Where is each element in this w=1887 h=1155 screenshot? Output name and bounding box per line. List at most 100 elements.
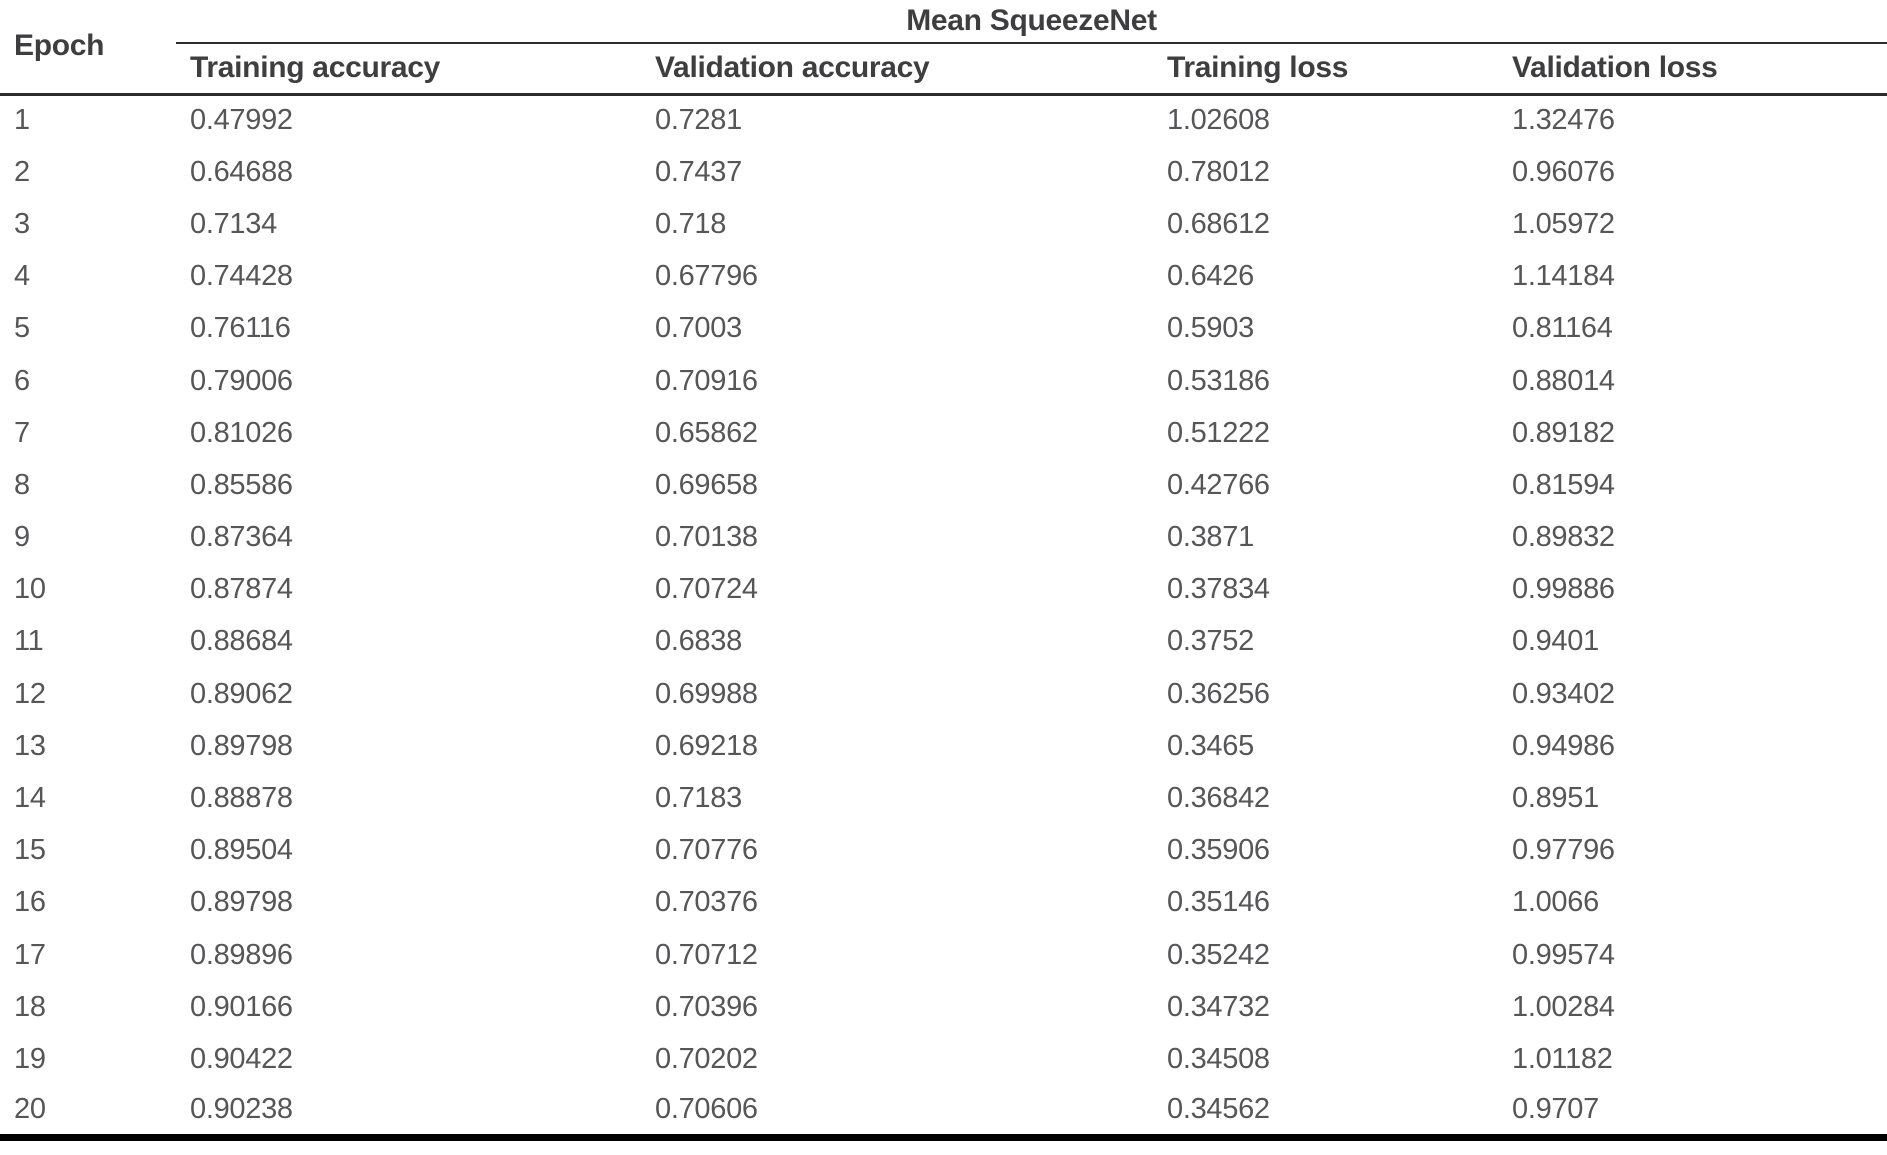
table-row: 12 0.89062 0.69988 0.36256 0.93402 [0,668,1887,720]
validation-loss-cell: 1.01182 [1512,1042,1613,1075]
table-row: 2 0.64688 0.7437 0.78012 0.96076 [0,146,1887,198]
training-accuracy-cell: 0.89896 [190,938,293,971]
training-loss-cell: 0.78012 [1167,155,1270,188]
validation-accuracy-cell: 0.718 [655,207,727,240]
table-row: 10 0.87874 0.70724 0.37834 0.99886 [0,564,1887,616]
validation-accuracy-cell: 0.70202 [655,1042,758,1075]
validation-loss-cell: 0.88014 [1512,364,1615,397]
training-loss-cell: 0.34508 [1167,1042,1270,1075]
table-row: 3 0.7134 0.718 0.68612 1.05972 [0,198,1887,250]
training-accuracy-cell: 0.88878 [190,782,293,815]
training-loss-cell: 0.3752 [1167,625,1254,658]
training-loss-cell: 0.3871 [1167,521,1254,554]
validation-accuracy-cell: 0.7281 [655,104,742,137]
training-accuracy-cell: 0.89504 [190,834,293,867]
validation-loss-cell: 0.81164 [1512,312,1613,345]
validation-accuracy-cell: 0.7183 [655,782,742,815]
training-accuracy-cell: 0.90422 [190,1042,293,1075]
table-row: 11 0.88684 0.6838 0.3752 0.9401 [0,616,1887,668]
group-header-mean-squeezenet: Mean SqueezeNet [176,0,1887,44]
validation-loss-cell: 1.0066 [1512,886,1599,919]
table-row: 6 0.79006 0.70916 0.53186 0.88014 [0,355,1887,407]
validation-loss-cell: 0.9401 [1512,625,1599,658]
validation-loss-cell: 1.14184 [1512,260,1615,293]
validation-accuracy-cell: 0.70606 [655,1093,758,1126]
epoch-cell: 1 [14,104,30,137]
validation-accuracy-cell: 0.69988 [655,677,758,710]
epoch-cell: 9 [14,521,30,554]
training-loss-cell: 0.36256 [1167,677,1270,710]
epoch-column-header: Epoch [0,0,176,96]
training-accuracy-cell: 0.87364 [190,521,293,554]
validation-loss-cell: 0.89182 [1512,416,1615,449]
validation-loss-cell: 1.05972 [1512,207,1615,240]
table-row: 8 0.85586 0.69658 0.42766 0.81594 [0,459,1887,511]
validation-accuracy-cell: 0.70396 [655,990,758,1023]
training-loss-cell: 0.3465 [1167,729,1254,762]
column-header-row: Training accuracy Validation accuracy Trai… [0,43,1887,96]
training-loss-cell: 0.35242 [1167,938,1270,971]
training-accuracy-cell: 0.74428 [190,260,293,293]
table-row: 17 0.89896 0.70712 0.35242 0.99574 [0,929,1887,981]
epoch-cell: 11 [14,625,44,658]
epoch-cell: 4 [14,260,30,293]
validation-loss-cell: 0.89832 [1512,521,1615,554]
table-row: 4 0.74428 0.67796 0.6426 1.14184 [0,251,1887,303]
training-loss-cell: 0.53186 [1167,364,1270,397]
table-row: 14 0.88878 0.7183 0.36842 0.8951 [0,772,1887,824]
table-row: 5 0.76116 0.7003 0.5903 0.81164 [0,303,1887,355]
epoch-cell: 18 [14,990,46,1023]
epoch-cell: 13 [14,729,46,762]
training-accuracy-cell: 0.90238 [190,1093,293,1126]
training-loss-cell: 0.51222 [1167,416,1270,449]
epoch-cell: 6 [14,364,30,397]
validation-loss-cell: 1.32476 [1512,104,1615,137]
training-loss-cell: 0.35146 [1167,886,1270,919]
epoch-cell: 14 [14,782,46,815]
training-loss-cell: 0.37834 [1167,573,1270,606]
validation-loss-cell: 0.93402 [1512,677,1615,710]
column-header-training-accuracy: Training accuracy [176,43,641,96]
training-accuracy-cell: 0.89062 [190,677,293,710]
training-loss-cell: 0.35906 [1167,834,1270,867]
validation-loss-cell: 0.99886 [1512,573,1615,606]
training-accuracy-cell: 0.88684 [190,625,293,658]
validation-accuracy-cell: 0.7437 [655,155,742,188]
table-header: Epoch Mean SqueezeNet Training accuracy V… [0,0,1887,96]
column-header-training-loss: Training loss [1153,43,1498,96]
column-header-validation-accuracy: Validation accuracy [641,43,1153,96]
validation-accuracy-cell: 0.67796 [655,260,758,293]
validation-loss-cell: 0.96076 [1512,155,1615,188]
validation-loss-cell: 0.94986 [1512,729,1615,762]
validation-accuracy-cell: 0.70712 [655,938,758,971]
group-header-row: Epoch Mean SqueezeNet [0,0,1887,96]
training-accuracy-cell: 0.85586 [190,468,293,501]
epoch-cell: 7 [14,416,30,449]
table-row: 7 0.81026 0.65862 0.51222 0.89182 [0,407,1887,459]
training-loss-cell: 0.36842 [1167,782,1270,815]
training-accuracy-cell: 0.89798 [190,729,293,762]
validation-accuracy-cell: 0.70724 [655,573,758,606]
table-row: 15 0.89504 0.70776 0.35906 0.97796 [0,825,1887,877]
table-row: 13 0.89798 0.69218 0.3465 0.94986 [0,720,1887,772]
validation-accuracy-cell: 0.70376 [655,886,758,919]
training-accuracy-cell: 0.90166 [190,990,293,1023]
validation-accuracy-cell: 0.70138 [655,521,758,554]
validation-loss-cell: 1.00284 [1512,990,1615,1023]
epoch-cell: 12 [14,677,46,710]
training-accuracy-cell: 0.79006 [190,364,293,397]
training-accuracy-cell: 0.76116 [190,312,291,345]
table-row: 9 0.87364 0.70138 0.3871 0.89832 [0,512,1887,564]
epoch-cell: 8 [14,468,30,501]
validation-accuracy-cell: 0.7003 [655,312,742,345]
epoch-cell: 20 [14,1093,46,1126]
epoch-cell: 2 [14,155,30,188]
table-row: 18 0.90166 0.70396 0.34732 1.00284 [0,981,1887,1033]
training-loss-cell: 0.68612 [1167,207,1270,240]
validation-accuracy-cell: 0.65862 [655,416,758,449]
epoch-cell: 17 [14,938,46,971]
training-accuracy-cell: 0.47992 [190,104,293,137]
training-loss-cell: 0.34562 [1167,1093,1270,1126]
training-accuracy-cell: 0.7134 [190,207,277,240]
epoch-cell: 10 [14,573,46,606]
